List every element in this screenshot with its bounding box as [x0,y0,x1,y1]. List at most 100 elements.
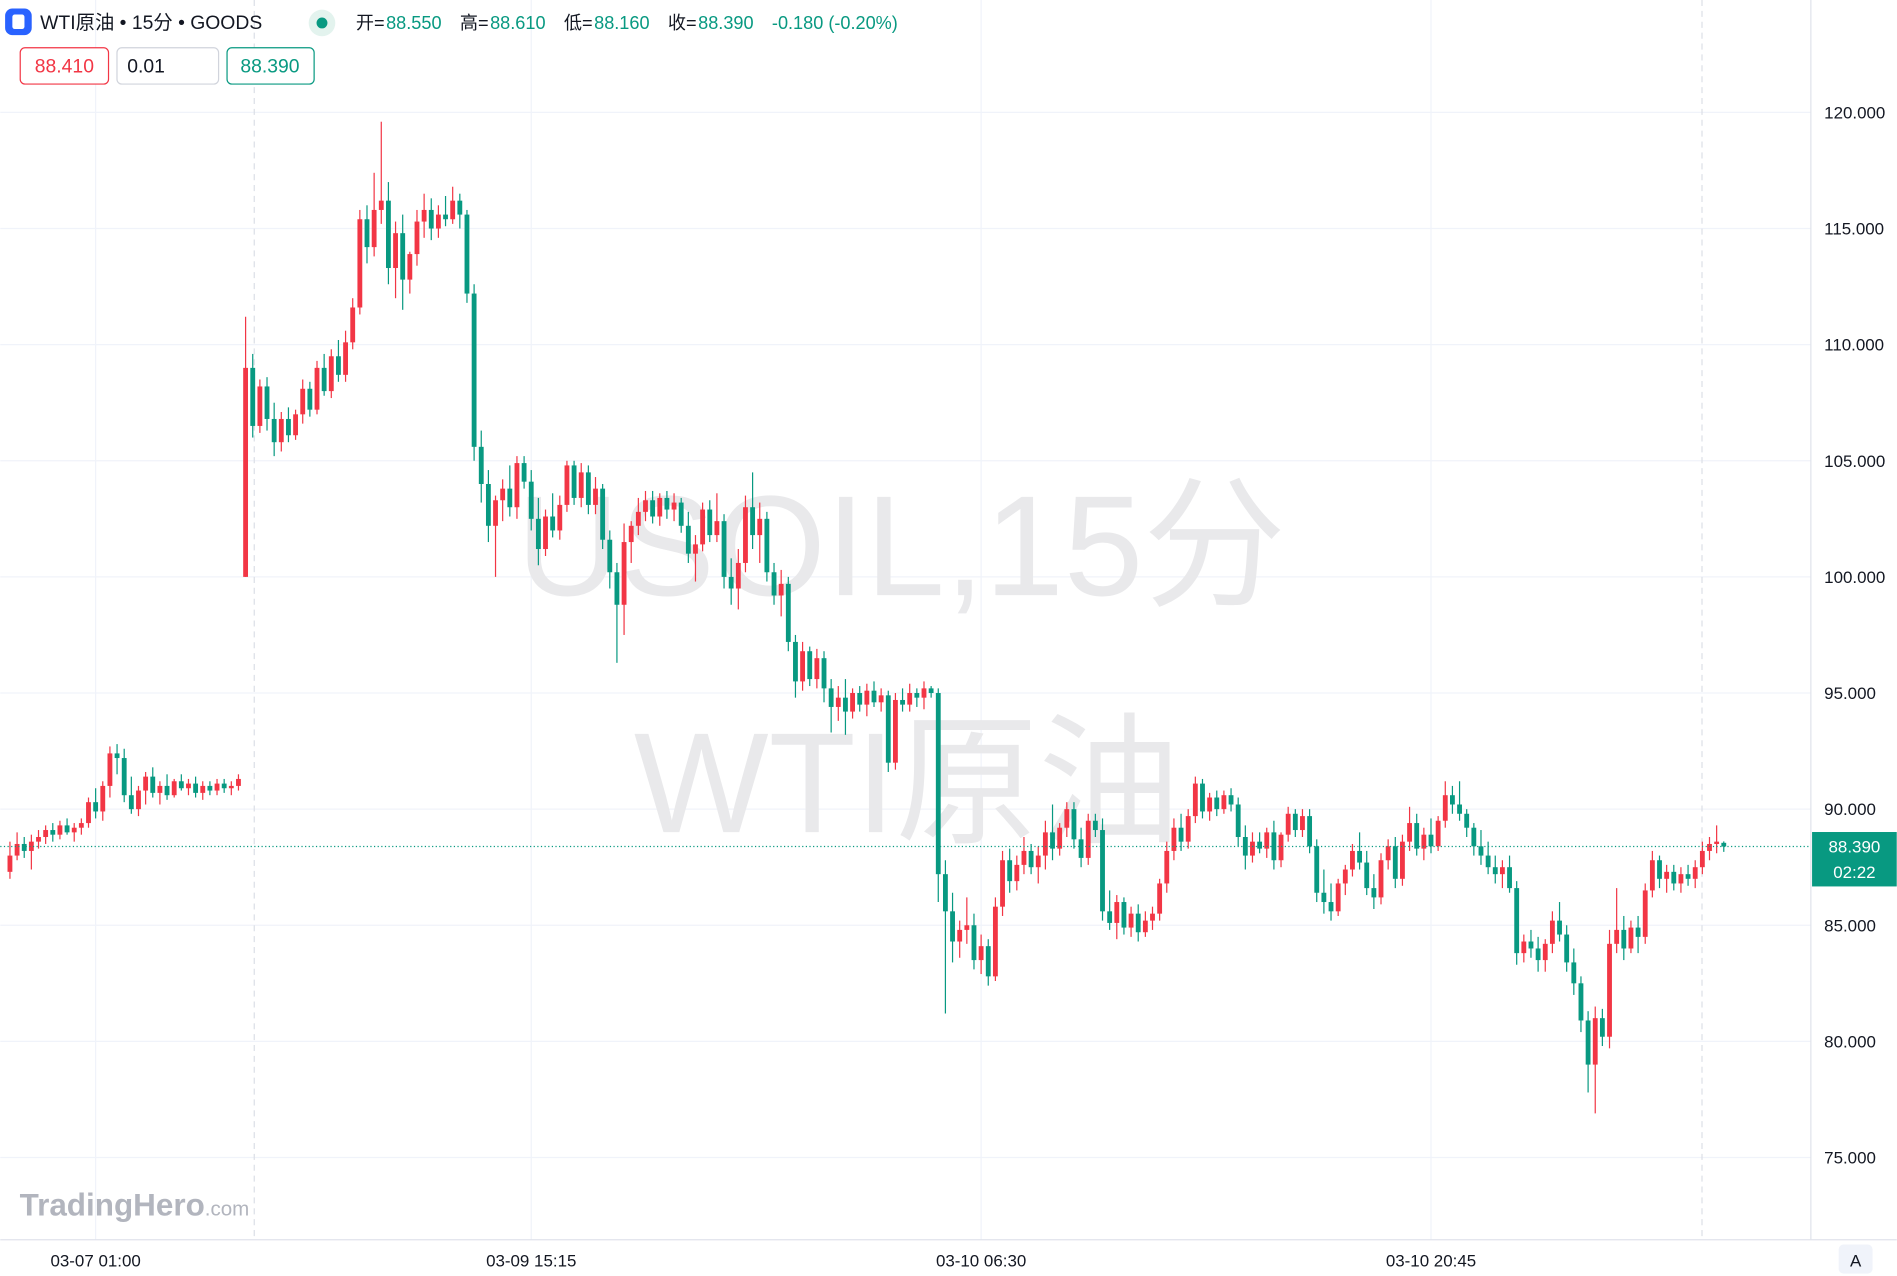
candle-body [493,500,498,526]
candle-body [107,753,113,786]
candle-body [1150,913,1155,921]
candle-body [264,386,270,419]
candle-body [821,658,827,689]
candle-body [36,837,41,842]
candle-body [928,688,934,694]
candle-body [128,795,134,810]
candle-body [1100,830,1105,912]
candle-body [750,507,756,536]
candle-body [843,697,848,712]
y-tick-label: 95.000 [1824,684,1876,703]
candle-body [935,693,941,875]
candle-body [1114,902,1120,923]
candle-body [164,785,170,796]
candle-body [1321,892,1327,903]
candle-body [1471,827,1477,847]
candle-body [1649,860,1655,891]
candle-body [1450,795,1455,805]
candle-body [521,463,527,482]
candle-body [257,386,263,426]
candle-body [585,472,591,505]
candle-body [514,463,520,508]
candle-body [1607,943,1612,1037]
candle-body [1257,841,1263,849]
candle-body [964,925,970,930]
candle-body [1064,809,1070,828]
buy-box[interactable] [226,47,315,85]
candle-body [735,562,741,589]
candle-body [1514,888,1520,954]
candle-body [1028,850,1034,868]
candle-body [1435,820,1441,847]
candle-body [1378,860,1384,898]
candle-body [1678,874,1684,884]
x-tick-label: 03-07 01:00 [50,1251,140,1270]
spread: 0.01 [127,56,165,78]
candle-body [828,688,834,707]
candle-body [1264,832,1270,849]
candle-body [650,500,656,517]
buy-price[interactable]: 88.390 [240,56,299,78]
candle-body [678,502,684,526]
candle-body [1121,902,1127,928]
candle-body [1542,943,1548,961]
logo-suffix: .com [205,1198,250,1221]
candle-body [78,823,84,828]
candle-body [1421,834,1427,849]
candle-body [1350,850,1355,870]
candle-body [871,690,877,703]
candle-body [707,509,713,536]
candle-body [1521,941,1527,954]
candle-body [657,497,663,517]
candle-body [693,544,698,554]
candle-body [1278,834,1284,861]
candle-body [478,446,484,484]
candle-body [1642,890,1648,937]
candle-body [878,695,884,703]
candle-body [1692,867,1698,879]
candle-body [385,200,391,269]
sell-price[interactable]: 88.410 [35,56,94,78]
candle-body [1385,846,1391,861]
auto-scale-label[interactable]: A [1850,1251,1862,1270]
symbol-title[interactable]: WTI原油 • 15分 • GOODS [40,12,262,34]
candle-body [1657,860,1662,879]
candle-body [1585,1020,1591,1065]
ohlc-value: 88.550 [386,13,441,33]
ohlc-key: 高= [460,13,489,33]
candle-body [978,946,984,961]
spread-box [116,47,220,85]
candle-body [471,293,477,447]
candle-body [1285,813,1291,835]
y-tick-label: 100.000 [1824,568,1885,587]
ohlc-key: 低= [564,13,593,33]
candle-body [271,418,277,443]
candle-body [1671,871,1677,884]
market-status-dot [316,17,328,29]
candle-body [421,209,427,222]
candle-body [50,830,56,835]
candle-body [1428,834,1434,847]
candle-body [93,802,99,812]
candle-body [1078,839,1084,858]
candle-body [64,825,70,833]
candle-body [621,542,627,605]
ohlc-value: 88.390 [698,13,753,33]
candle-body [214,783,220,791]
candle-body [1228,795,1234,805]
candle-body [1614,929,1620,944]
candle-body [921,688,927,698]
y-tick-label: 75.000 [1824,1149,1876,1168]
x-tick-label: 03-10 20:45 [1386,1251,1476,1270]
auto-scale-button[interactable] [1838,1244,1873,1274]
candle-body [1492,867,1498,875]
candle-body [371,209,377,248]
candle-body [778,583,784,596]
candle-body [814,658,820,680]
candle-body [114,753,120,759]
candle-body [557,504,563,531]
last-price-box [1812,832,1897,887]
sell-box[interactable] [19,47,110,85]
